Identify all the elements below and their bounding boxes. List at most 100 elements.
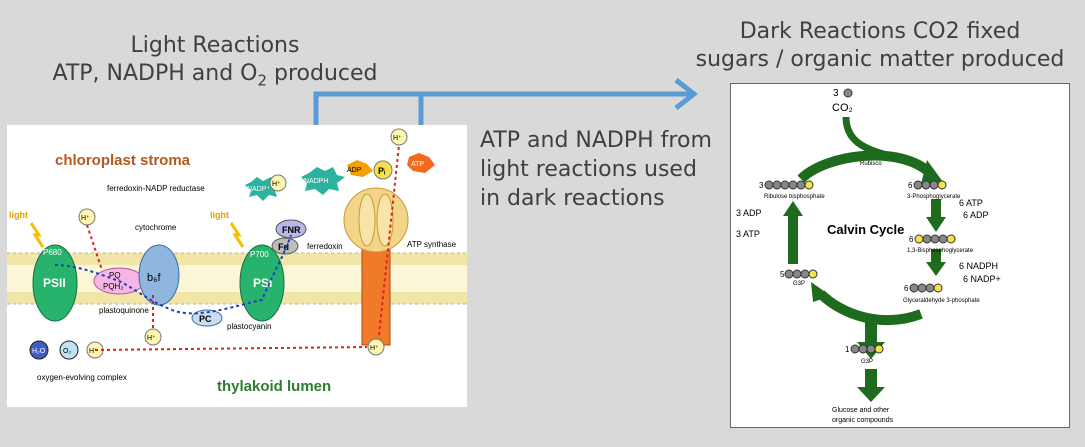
middle-caption-line1: ATP and NADPH from bbox=[480, 128, 712, 153]
middle-caption-line2: light reactions used bbox=[480, 157, 697, 182]
pc-label: PC bbox=[199, 314, 212, 324]
co2-count: 3 bbox=[833, 88, 839, 99]
electron-path bbox=[54, 234, 292, 315]
bpg-phosphate-left bbox=[914, 234, 924, 244]
lumen-label: thylakoid lumen bbox=[217, 378, 331, 395]
fnr-label: FNR bbox=[282, 225, 301, 235]
pga-label: 3-Phosphoglycerate bbox=[907, 194, 961, 200]
pga-chain bbox=[913, 180, 939, 190]
adp3-out: 3 ADP bbox=[736, 208, 762, 218]
stroma-label: chloroplast stroma bbox=[55, 152, 191, 169]
psii-complex bbox=[32, 244, 78, 322]
rubp-chain bbox=[764, 180, 806, 190]
g3p1-phosphate bbox=[874, 344, 884, 354]
pq-label: PQ bbox=[109, 271, 121, 280]
glucose-label-2: organic compounds bbox=[832, 417, 894, 424]
fd-label: Fd bbox=[278, 242, 289, 252]
lightning-icon-2 bbox=[229, 222, 245, 248]
atp-synthase-label: ATP synthase bbox=[407, 240, 457, 249]
rubisco-label: Rubisco bbox=[860, 161, 882, 167]
lightning-icon bbox=[29, 222, 45, 248]
calvin-title: Calvin Cycle bbox=[827, 222, 904, 237]
light-reactions-diagram: chloroplast stroma thylakoid lumen P680 … bbox=[7, 125, 467, 407]
arc-bottom bbox=[817, 290, 923, 326]
cytochrome-label: cytochrome bbox=[135, 223, 177, 232]
h-label-stroma: H⁺ bbox=[81, 215, 90, 222]
plastocyanin-label: plastocyanin bbox=[227, 322, 271, 331]
water-molecule bbox=[29, 340, 49, 360]
cytochrome-b6f bbox=[138, 244, 180, 306]
h-label-lumen: H⁺ bbox=[89, 348, 98, 355]
rubp-count: 3 bbox=[759, 181, 764, 190]
h2o-label: H₂O bbox=[32, 348, 46, 355]
pi-label: Pᵢ bbox=[378, 166, 386, 176]
h-ion-lumen-3 bbox=[367, 338, 385, 356]
plastoquinone-label: plastoquinone bbox=[99, 306, 149, 315]
bpg-count: 6 bbox=[909, 235, 914, 244]
h-label-lumen-3: H⁺ bbox=[370, 345, 379, 352]
nadph-label: NADPH bbox=[304, 178, 329, 185]
g3p1-count: 1 bbox=[845, 345, 850, 354]
atp-in: 6 ATP bbox=[959, 198, 983, 208]
calvin-cycle-diagram: 3 CO₂ Rubisco Calvin Cycle 3 Ribulose bi… bbox=[730, 83, 1070, 428]
h-ion-top bbox=[390, 128, 408, 146]
atp-burst bbox=[407, 153, 435, 173]
calvin-cycle-svg: 3 CO₂ Rubisco Calvin Cycle 3 Ribulose bi… bbox=[736, 88, 1001, 424]
atp-label: ATP bbox=[411, 161, 424, 168]
plastocyanin bbox=[191, 309, 223, 327]
oxygen-molecule bbox=[59, 340, 79, 360]
nadph-burst bbox=[301, 167, 345, 195]
g3p-phosphate bbox=[933, 283, 943, 293]
co2-arrow bbox=[842, 116, 892, 160]
co2-label: CO₂ bbox=[832, 102, 853, 114]
co2-carbon-icon bbox=[843, 88, 853, 98]
arc-top-head bbox=[921, 160, 943, 184]
g3p1-chain bbox=[850, 344, 876, 354]
p680-label: P680 bbox=[43, 248, 62, 257]
bpg-label: 1,3-Bisphosphoglycerate bbox=[907, 248, 974, 254]
h-ion-lumen-2 bbox=[144, 328, 162, 346]
bpg-phosphate-right bbox=[946, 234, 956, 244]
g3p1-label: G3P bbox=[861, 359, 873, 365]
adp-out: 6 ADP bbox=[963, 210, 989, 220]
g3p5-label: G3P bbox=[793, 281, 805, 287]
arc-top bbox=[797, 150, 935, 183]
middle-caption-line3: in dark reactions bbox=[480, 186, 665, 211]
light-title-line1: Light Reactions bbox=[130, 33, 300, 58]
h-label: H⁺ bbox=[272, 181, 281, 188]
down-arrow-2-head bbox=[857, 387, 885, 402]
nadp-label: NADP⁺ bbox=[247, 186, 270, 193]
h-label-top: H⁺ bbox=[393, 135, 402, 142]
light-title-line2: ATP, NADPH and O2 produced bbox=[52, 61, 378, 90]
o2-label: O₂ bbox=[63, 348, 71, 355]
g3p5-phosphate bbox=[808, 269, 818, 279]
nadp-out: 6 NADP+ bbox=[963, 274, 1001, 284]
ferredoxin-label: ferredoxin bbox=[307, 242, 343, 251]
pi-circle bbox=[373, 160, 393, 180]
rubp-label: Ribulose bisphosphate bbox=[764, 194, 825, 200]
light-label-1: light bbox=[9, 210, 28, 220]
oxygen-complex-label: oxygen-evolving complex bbox=[37, 373, 127, 382]
psi-complex bbox=[239, 244, 285, 322]
g3p-chain bbox=[909, 283, 935, 293]
pqh2-label: PQH₂ bbox=[103, 282, 123, 291]
dark-title-line2: sugars / organic matter produced bbox=[695, 47, 1065, 72]
pga-count: 6 bbox=[908, 181, 913, 190]
bpg-chain bbox=[922, 234, 948, 244]
arc-left-head bbox=[783, 201, 803, 216]
psii-label: PSII bbox=[43, 276, 66, 290]
light-reactions-svg: chloroplast stroma thylakoid lumen P680 … bbox=[7, 128, 467, 395]
g3p5-count: 5 bbox=[780, 270, 785, 279]
nadph-in: 6 NADPH bbox=[959, 261, 998, 271]
rubp-phosphate bbox=[804, 180, 814, 190]
pga-phosphate bbox=[937, 180, 947, 190]
atp3-in: 3 ATP bbox=[736, 229, 760, 239]
proton-path bbox=[86, 144, 400, 351]
fd bbox=[271, 237, 299, 255]
middle-caption: ATP and NADPH from light reactions used … bbox=[480, 126, 712, 213]
adp-label: ADP bbox=[347, 167, 362, 174]
g3p5-chain bbox=[784, 269, 810, 279]
dark-reactions-title: Dark Reactions CO2 fixed sugars / organi… bbox=[690, 18, 1070, 74]
ferredoxin-reductase-label: ferredoxin-NADP reductase bbox=[107, 184, 205, 193]
g3p-label: Glyceraldehyde 3-phosphate bbox=[903, 298, 980, 304]
